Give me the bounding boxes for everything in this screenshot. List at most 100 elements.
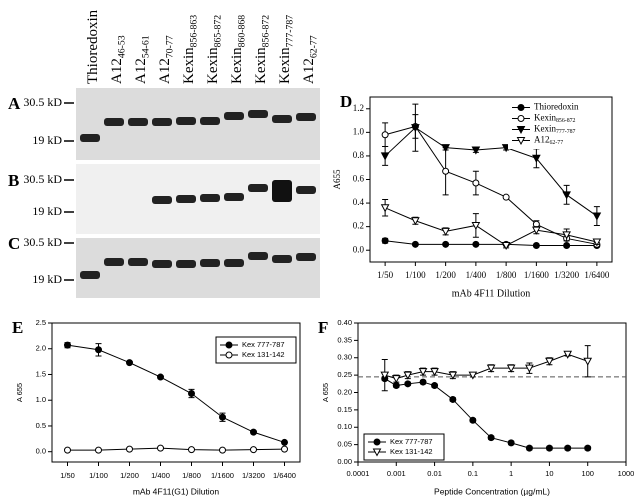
legend-label: Kex 777-787 xyxy=(242,340,285,349)
data-point xyxy=(563,242,571,249)
data-point xyxy=(380,152,390,161)
y-tick-label: 0.20 xyxy=(337,387,352,396)
x-tick-label: 0.1 xyxy=(468,469,478,478)
legend-label-main: Kex 777-787 xyxy=(390,437,433,446)
y-tick-label: 0.30 xyxy=(337,353,352,362)
data-point xyxy=(95,446,102,454)
x-tick-label: 1/50 xyxy=(377,270,394,280)
legend-label-main: Kex 131-142 xyxy=(242,350,285,359)
data-point xyxy=(391,375,401,384)
marker-label: 19 kD xyxy=(32,272,62,286)
data-point xyxy=(157,373,164,381)
data-point xyxy=(250,446,257,454)
x-tick-label: 1/100 xyxy=(89,471,108,480)
lane-label-main: Kexin xyxy=(181,47,197,84)
data-point xyxy=(126,359,133,367)
legend-label: Kexin777-787 xyxy=(534,124,576,136)
legend-label: Kex 131-142 xyxy=(390,447,433,456)
data-point xyxy=(95,346,102,354)
data-point xyxy=(411,124,420,133)
y-tick-label: 0.4 xyxy=(353,197,365,207)
data-point xyxy=(404,380,412,388)
legend-label: Kexin856-872 xyxy=(534,113,576,125)
data-point xyxy=(126,445,133,453)
x-tick-label: 1/800 xyxy=(182,471,201,480)
data-point xyxy=(592,212,602,221)
x-tick-label: 1/200 xyxy=(435,270,456,280)
marker-label: 30.5 kD xyxy=(23,172,62,186)
data-point xyxy=(532,154,541,163)
x-tick-label: 1/6400 xyxy=(273,471,296,480)
data-point xyxy=(502,193,510,201)
y-tick-label: 0.0 xyxy=(353,244,365,254)
gel-band xyxy=(104,118,124,126)
series-line xyxy=(384,125,597,245)
lane-label-sub: 865-872 xyxy=(213,15,224,48)
gel-band xyxy=(248,252,268,260)
gel-band xyxy=(152,260,172,268)
lane-label-sub: 860-868 xyxy=(237,15,248,48)
lane-label: A1246-53 xyxy=(109,35,127,84)
legend-label-main: Kexin xyxy=(534,124,556,134)
data-point xyxy=(157,444,164,452)
data-point xyxy=(564,444,572,452)
panel-label: E xyxy=(12,318,23,337)
x-tick-label: 10 xyxy=(545,469,553,478)
lane-label-sub: 856-872 xyxy=(261,15,272,48)
data-point xyxy=(448,371,458,380)
lane-label: Kexin856-872 xyxy=(253,15,271,84)
data-point xyxy=(501,242,511,251)
x-tick-label: 1/50 xyxy=(60,471,75,480)
legend-marker xyxy=(516,126,526,135)
y-axis-label: A 655 xyxy=(321,383,330,402)
gel-band xyxy=(80,134,100,142)
lane-label: A1254-61 xyxy=(133,35,151,84)
legend-label: Thioredoxin xyxy=(534,102,579,112)
legend-marker xyxy=(225,351,233,359)
y-tick-label: 0.6 xyxy=(353,174,365,184)
lane-label-sub: 70-77 xyxy=(165,35,176,58)
data-point xyxy=(64,341,71,349)
lane-label-main: Kexin xyxy=(253,47,269,84)
data-point xyxy=(380,204,390,213)
data-point xyxy=(219,446,226,454)
legend-label-main: Kex 777-787 xyxy=(242,340,285,349)
y-tick-label: 0.10 xyxy=(337,422,352,431)
y-tick-label: 2.0 xyxy=(36,344,46,353)
series-line xyxy=(67,447,285,451)
lane-label: Kexin860-868 xyxy=(229,15,247,84)
y-tick-label: 0.0 xyxy=(36,447,46,456)
data-point xyxy=(592,238,602,247)
legend-label-sub: 62-77 xyxy=(550,141,564,147)
data-point xyxy=(562,231,571,240)
marker-label: 19 kD xyxy=(32,204,62,218)
gel-band xyxy=(296,253,316,261)
legend-label-main: Kexin xyxy=(534,113,556,123)
data-point xyxy=(441,144,450,153)
gel-band xyxy=(128,118,148,126)
data-point xyxy=(468,371,478,380)
gel-band xyxy=(200,117,220,125)
data-point xyxy=(583,357,593,366)
y-tick-label: 0.35 xyxy=(337,335,352,344)
data-point xyxy=(188,390,195,398)
x-tick-label: 100 xyxy=(581,469,594,478)
data-point xyxy=(545,444,553,452)
x-tick-label: 1/6400 xyxy=(584,270,610,280)
gel-band xyxy=(224,259,244,267)
legend-marker xyxy=(372,448,382,457)
legend-label-main: Kex 131-142 xyxy=(390,447,433,456)
lane-label-main: Kexin xyxy=(205,47,221,84)
y-axis-label: A655 xyxy=(332,169,342,189)
y-tick-label: 1.2 xyxy=(353,103,364,113)
gel-band xyxy=(248,184,268,192)
legend-marker xyxy=(225,341,233,349)
plot-frame xyxy=(51,322,301,463)
y-tick-label: 1.0 xyxy=(36,395,46,404)
data-point xyxy=(525,444,533,452)
marker-label: 19 kD xyxy=(32,133,62,147)
data-point xyxy=(411,240,419,248)
data-point xyxy=(472,240,480,248)
data-point xyxy=(64,446,71,454)
x-tick-label: 1/400 xyxy=(151,471,170,480)
